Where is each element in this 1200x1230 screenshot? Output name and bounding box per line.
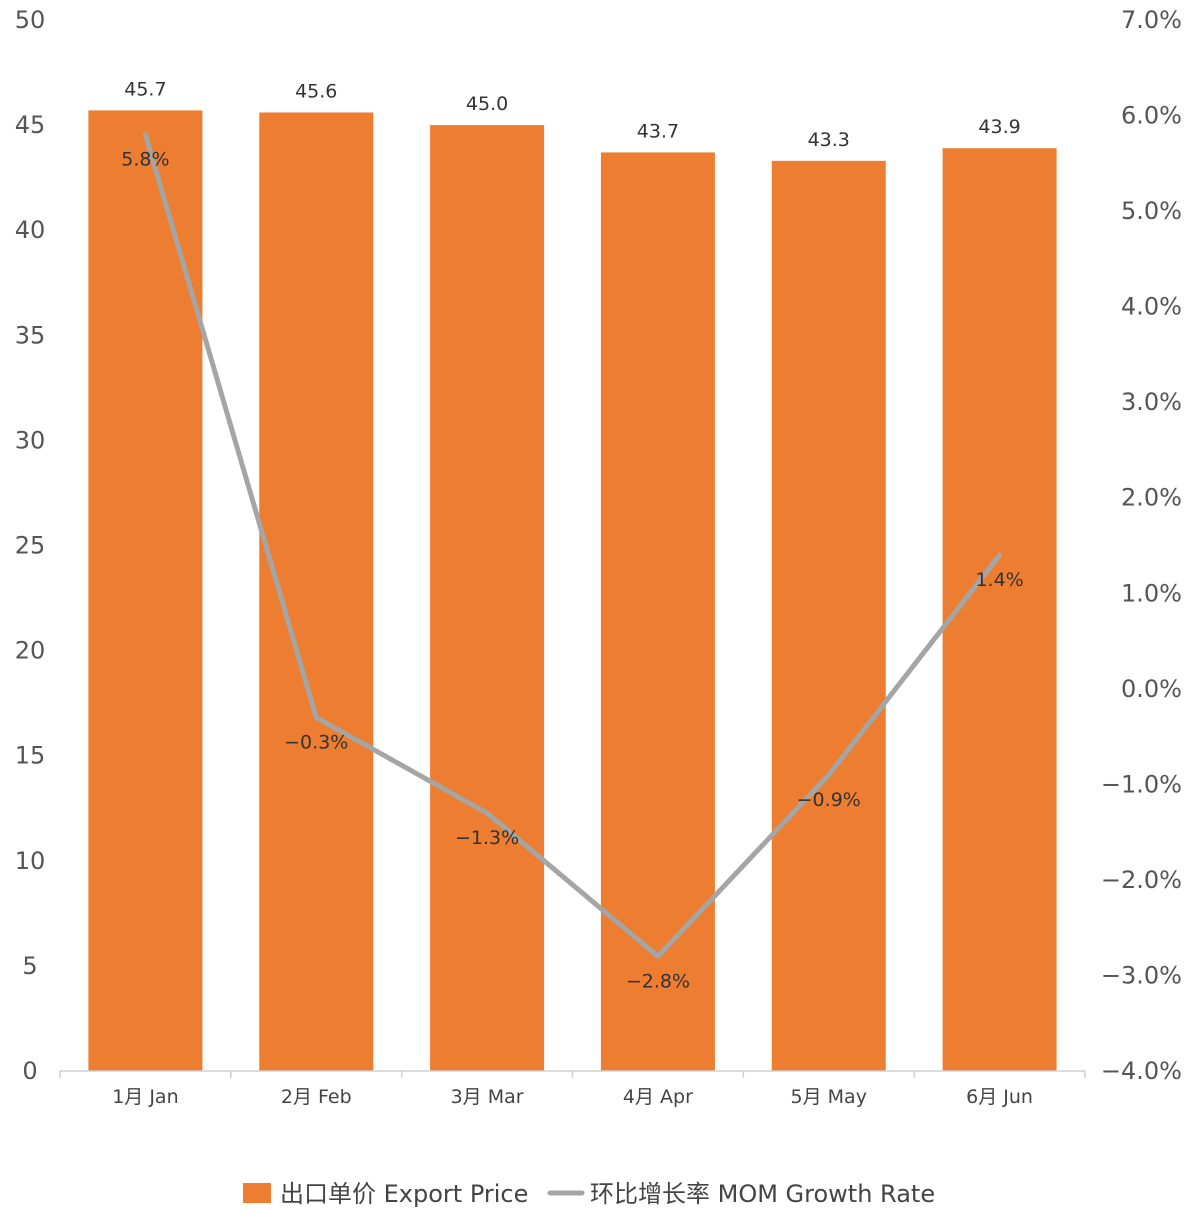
bar-3 bbox=[430, 125, 545, 1072]
x-tick-label: 2月 Feb bbox=[281, 1086, 352, 1108]
legend-label-bar: 出口单价 Export Price bbox=[280, 1180, 528, 1208]
x-tick-label: 4月 Apr bbox=[623, 1086, 693, 1108]
legend: 出口单价 Export Price 环比增长率 MOM Growth Rate bbox=[243, 1180, 935, 1208]
x-tick-label: 5月 May bbox=[791, 1086, 867, 1108]
legend-label-line: 环比增长率 MOM Growth Rate bbox=[590, 1180, 935, 1208]
growth-rate-line bbox=[142, 132, 1003, 959]
line-value-label: −0.9% bbox=[797, 789, 861, 811]
bar-value-label: 43.9 bbox=[978, 116, 1020, 138]
bar-4 bbox=[600, 152, 715, 1071]
y-left-tick-label: 25 bbox=[15, 532, 46, 560]
y-left-tick-label: 30 bbox=[15, 426, 46, 454]
y-right-tick-label: −1.0% bbox=[1101, 770, 1182, 798]
bar-value-label: 45.0 bbox=[466, 93, 508, 115]
x-tick-label: 6月 Jun bbox=[966, 1086, 1033, 1108]
bar-5 bbox=[771, 160, 886, 1072]
bars-layer bbox=[88, 110, 1057, 1072]
y-right-tick-label: 5.0% bbox=[1121, 197, 1182, 225]
bar-value-label: 43.3 bbox=[808, 129, 850, 151]
y-right-tick-label: 7.0% bbox=[1121, 6, 1182, 34]
bar-value-label: 43.7 bbox=[637, 120, 679, 142]
y-left-tick-label: 15 bbox=[15, 742, 46, 770]
bar-value-label: 45.6 bbox=[295, 80, 337, 102]
y-left-tick-label: 20 bbox=[15, 637, 46, 665]
labels-layer: 45.7 45.6 45.0 43.7 43.3 43.9 5.8% −0.3% −1.3% −2… bbox=[121, 78, 1023, 992]
legend-swatch-bar bbox=[243, 1183, 271, 1203]
axis-layer: 1月 Jan 2月 Feb 3月 Mar 4月 Apr 5月 May 6月 Jun 0 5 10… bbox=[15, 6, 1182, 1108]
y-left-tick-label: 50 bbox=[15, 6, 46, 34]
y-left-tick-label: 10 bbox=[15, 847, 46, 875]
y-right-tick-label: 0.0% bbox=[1121, 675, 1182, 703]
y-right-tick-label: 6.0% bbox=[1121, 102, 1182, 130]
line-value-label: −1.3% bbox=[455, 827, 519, 849]
line-layer bbox=[142, 132, 1003, 959]
x-tick-label: 3月 Mar bbox=[451, 1086, 524, 1108]
y-left-tick-label: 5 bbox=[22, 952, 37, 980]
line-value-label: −2.8% bbox=[626, 970, 690, 992]
x-tick-label: 1月 Jan bbox=[112, 1086, 178, 1108]
y-right-tick-label: 3.0% bbox=[1121, 388, 1182, 416]
bar-1 bbox=[88, 110, 203, 1072]
y-right-tick-label: −2.0% bbox=[1101, 866, 1182, 894]
line-value-label: 5.8% bbox=[121, 149, 169, 171]
bar-6 bbox=[942, 148, 1057, 1072]
y-right-tick-label: 2.0% bbox=[1121, 484, 1182, 512]
y-right-tick-label: 1.0% bbox=[1121, 579, 1182, 607]
y-right-tick-label: 4.0% bbox=[1121, 293, 1182, 321]
y-left-tick-label: 45 bbox=[15, 111, 46, 139]
line-value-label: −0.3% bbox=[284, 731, 348, 753]
y-right-tick-label: −4.0% bbox=[1101, 1057, 1182, 1085]
line-value-label: 1.4% bbox=[975, 569, 1023, 591]
bar-2 bbox=[259, 112, 374, 1072]
y-right-tick-label: −3.0% bbox=[1101, 961, 1182, 989]
y-left-tick-label: 40 bbox=[15, 216, 46, 244]
bar-value-label: 45.7 bbox=[124, 78, 166, 100]
y-left-tick-label: 35 bbox=[15, 321, 46, 349]
y-left-tick-label: 0 bbox=[22, 1057, 37, 1085]
